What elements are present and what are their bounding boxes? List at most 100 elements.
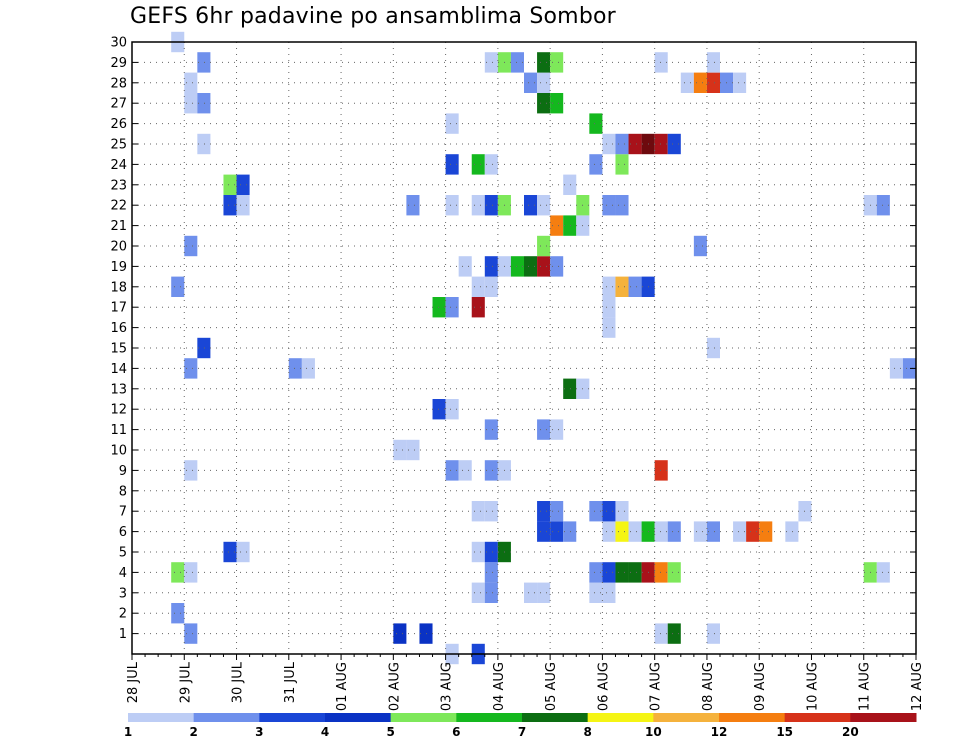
precip-cell [223, 174, 237, 195]
precip-cell [171, 603, 185, 624]
precip-cell [602, 562, 616, 583]
precip-cell [197, 52, 211, 73]
precip-cell [706, 72, 720, 93]
precip-cell [550, 521, 564, 542]
precip-cell [667, 133, 681, 155]
precip-cell [484, 154, 498, 175]
precip-cell [484, 52, 498, 73]
precip-cell [537, 195, 551, 216]
y-tick-label: 11 [110, 423, 127, 438]
grid-layer [132, 41, 916, 654]
precip-cell [484, 419, 498, 440]
precip-cell [550, 419, 564, 440]
precip-cell [589, 154, 603, 175]
precip-cell [654, 52, 668, 73]
precip-cell [236, 195, 250, 216]
precip-cell [615, 501, 629, 522]
x-tick-label: 04 AUG [492, 662, 507, 711]
colorbar-swatch [193, 713, 260, 722]
y-tick-label: 8 [119, 484, 127, 499]
colorbar-label: 3 [255, 725, 263, 739]
precip-cell [458, 256, 472, 277]
precip-cell [563, 378, 577, 399]
precip-cell [654, 623, 668, 644]
x-tick-label: 05 AUG [544, 662, 559, 711]
colorbar-label: 1 [124, 725, 132, 739]
precip-cell [223, 541, 237, 563]
precip-cell [589, 562, 603, 583]
colorbar-swatch [653, 713, 720, 722]
y-tick-label: 9 [119, 464, 127, 479]
precip-cell [589, 582, 603, 603]
precip-cell [197, 93, 211, 114]
colorbar-swatch [259, 713, 326, 722]
precip-cell [537, 256, 551, 277]
precip-cell [236, 541, 250, 563]
precip-cell [484, 460, 498, 481]
precip-cell [471, 541, 485, 563]
y-tick-label: 15 [110, 342, 127, 357]
precip-cell [706, 521, 720, 542]
y-tick-label: 24 [110, 158, 127, 173]
x-tick-label: 07 AUG [649, 662, 664, 711]
x-tick-label: 11 AUG [858, 662, 873, 711]
precip-cell [550, 501, 564, 522]
y-tick-label: 16 [110, 321, 127, 336]
y-tick-label: 3 [119, 586, 127, 601]
y-tick-label: 12 [110, 403, 127, 418]
colorbar-swatch [587, 713, 654, 722]
precip-cell [654, 521, 668, 542]
precip-cell [524, 195, 538, 216]
precip-cell [471, 501, 485, 522]
y-tick-label: 4 [119, 566, 127, 581]
y-tick-label: 21 [110, 219, 127, 234]
precip-cell [589, 113, 603, 134]
precip-cell [471, 154, 485, 175]
precip-cell [458, 460, 472, 481]
precip-cell [706, 623, 720, 644]
precip-cell [445, 195, 459, 216]
precip-cell [236, 174, 250, 195]
precip-cell [537, 52, 551, 73]
precip-cell [406, 195, 420, 216]
precip-cell [550, 256, 564, 277]
precip-cell [693, 235, 707, 257]
y-tick-label: 14 [110, 362, 127, 377]
precip-cell [615, 154, 629, 175]
precip-cell [537, 501, 551, 522]
precip-cell [785, 521, 799, 542]
precip-cell [184, 460, 198, 481]
x-tick-label: 31 JUL [283, 661, 298, 703]
precip-cell [537, 72, 551, 93]
y-tick-label: 5 [119, 546, 127, 561]
precip-cell [628, 521, 642, 542]
x-tick-label: 29 JUL [178, 661, 193, 703]
y-tick-label: 17 [110, 301, 127, 316]
precip-cell [484, 195, 498, 216]
precip-cell [602, 195, 616, 216]
precip-cell [628, 133, 642, 155]
precip-cell [524, 256, 538, 277]
precip-cell [432, 399, 446, 420]
precip-cell [693, 521, 707, 542]
colorbar-label: 4 [321, 725, 329, 739]
precip-cell [746, 521, 760, 542]
precip-cell [301, 358, 315, 379]
precip-cell [197, 337, 211, 359]
precip-cell [484, 582, 498, 603]
y-tick-label: 10 [110, 444, 127, 459]
precip-cell [524, 72, 538, 93]
y-tick-label: 28 [110, 76, 127, 91]
colorbar-swatch [719, 713, 786, 722]
x-tick-label: 12 AUG [910, 662, 925, 711]
y-tick-label: 29 [110, 56, 127, 71]
x-tick-label: 30 JUL [231, 661, 246, 703]
precip-cell [628, 562, 642, 583]
precip-cell [733, 521, 747, 542]
precip-cell [667, 623, 681, 644]
precip-cell [589, 501, 603, 522]
precip-cell [184, 562, 198, 583]
precip-cell [602, 297, 616, 318]
colorbar-label: 10 [645, 725, 662, 739]
